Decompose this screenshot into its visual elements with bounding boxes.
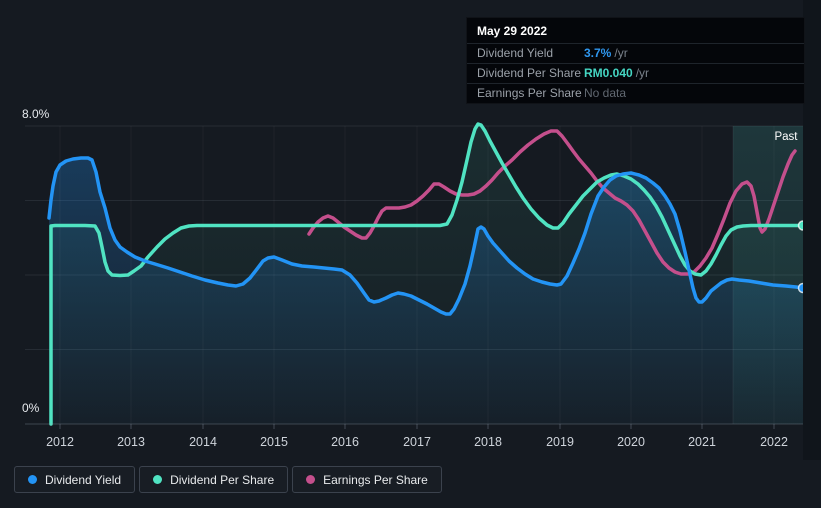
- tooltip-value: No data: [584, 86, 627, 100]
- x-tick-2019: 2019: [546, 435, 574, 449]
- dividend-yield-dot-icon: [28, 475, 37, 484]
- y-axis-bottom-label: 0%: [22, 401, 40, 415]
- x-axis-ticks: [59, 424, 775, 429]
- chart-canvas[interactable]: [0, 0, 821, 460]
- legend-item-label: Earnings Per Share: [323, 472, 428, 487]
- earnings-per-share-dot-icon: [306, 475, 316, 484]
- tooltip-row-dividend-yield: Dividend Yield 3.7% /yr: [467, 43, 804, 63]
- x-tick-2014: 2014: [189, 435, 217, 449]
- tooltip-value-suffix: /yr: [614, 46, 628, 60]
- earnings-per-share-line: [307, 129, 797, 276]
- x-tick-2016: 2016: [331, 435, 359, 449]
- tooltip-value: 3.7%: [584, 46, 612, 60]
- x-tick-2018: 2018: [474, 435, 502, 449]
- x-tick-2022: 2022: [760, 435, 788, 449]
- tooltip-label: Dividend Yield: [477, 46, 554, 60]
- legend-item-dividend-yield[interactable]: Dividend Yield: [14, 466, 136, 493]
- x-tick-2017: 2017: [403, 435, 431, 449]
- tooltip-value-suffix: /yr: [635, 66, 650, 80]
- y-axis-top-label: 8.0%: [22, 107, 50, 121]
- chart-legend: Dividend Yield Dividend Per Share Earnin…: [14, 466, 442, 493]
- dividend-per-share-dot-icon: [153, 475, 163, 484]
- tooltip-row-earnings-per-share: Earnings Per Share No data: [467, 83, 804, 103]
- tooltip-date: May 29 2022: [477, 24, 548, 38]
- dividend-yield-line: [47, 156, 805, 316]
- vertical-gridlines: [59, 126, 775, 424]
- tooltip-label: Earnings Per Share: [477, 86, 582, 100]
- x-tick-2012: 2012: [46, 435, 74, 449]
- x-tick-2015: 2015: [260, 435, 288, 449]
- chart-plot-area[interactable]: 8.0% 0% Past 2012 2013 2014 2015 2016 20…: [0, 0, 821, 460]
- tooltip-value: RM0.040: [584, 66, 633, 80]
- x-tick-2013: 2013: [117, 435, 145, 449]
- tooltip-row-dividend-per-share: Dividend Per Share RM0.040 /yr: [467, 63, 804, 83]
- chart-tooltip: May 29 2022 Dividend Yield 3.7% /yr Divi…: [466, 17, 805, 104]
- dividend-yield-area: [49, 158, 803, 424]
- x-tick-2020: 2020: [617, 435, 645, 449]
- chart-right-margin: [803, 0, 821, 460]
- legend-item-label: Dividend Yield: [45, 472, 122, 487]
- x-tick-2021: 2021: [688, 435, 716, 449]
- legend-item-earnings-per-share[interactable]: Earnings Per Share: [292, 466, 442, 493]
- past-period-band: [733, 126, 803, 424]
- legend-item-dividend-per-share[interactable]: Dividend Per Share: [139, 466, 289, 493]
- legend-item-label: Dividend Per Share: [170, 472, 275, 487]
- tooltip-label: Dividend Per Share: [477, 66, 582, 80]
- past-label: Past: [774, 131, 798, 143]
